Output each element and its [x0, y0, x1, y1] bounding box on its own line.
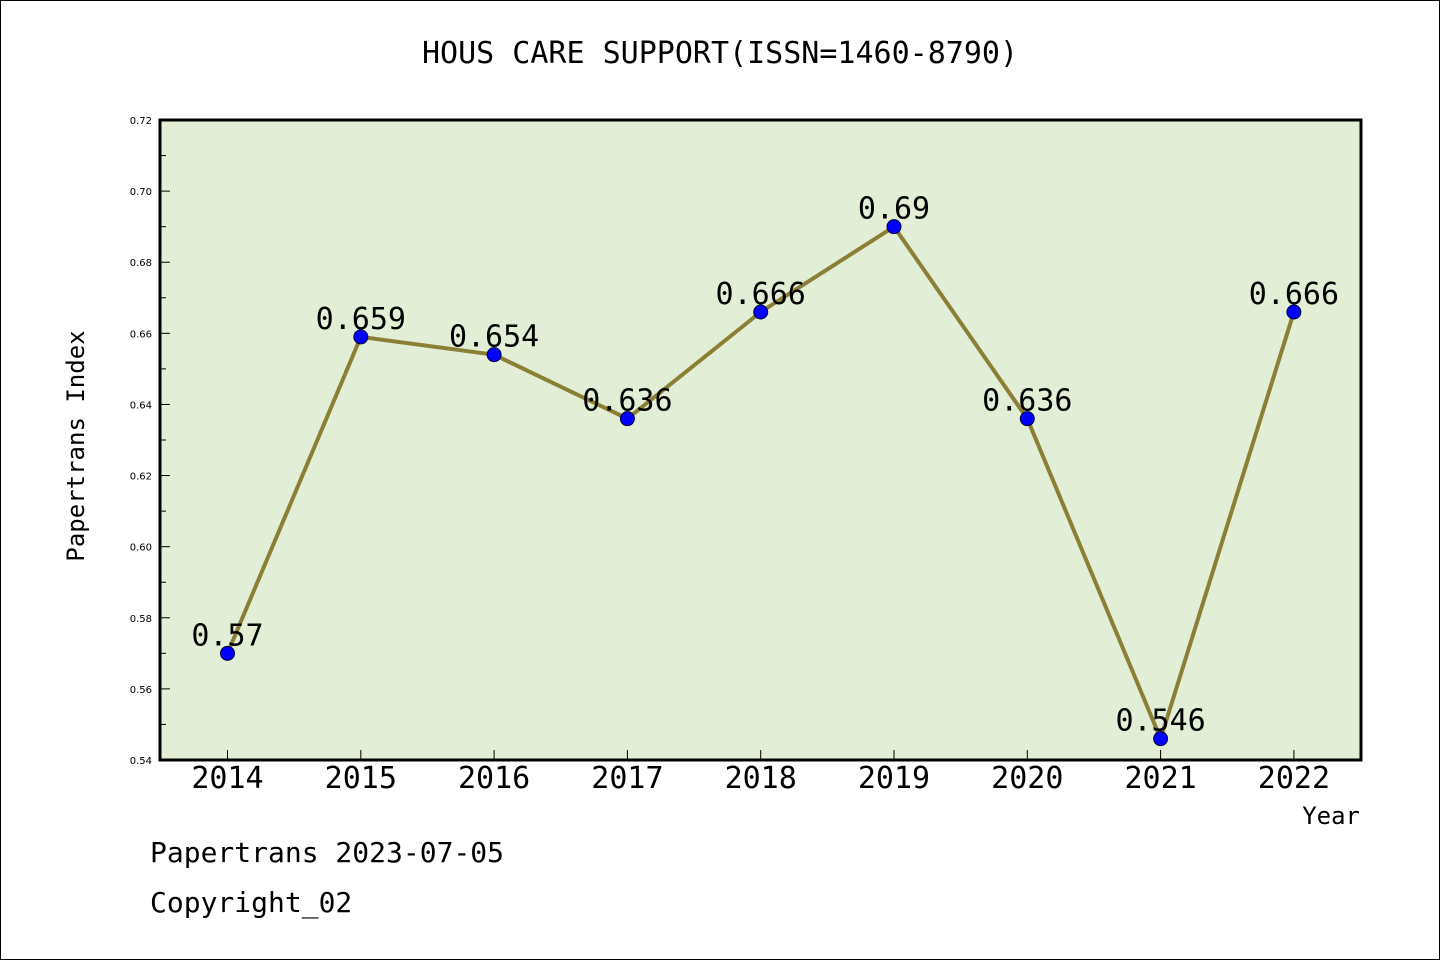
- x-axis-ticks: 2014 2015 2016 2017 2018 2019 2020 2021 2022: [191, 750, 1330, 796]
- data-point: [1286, 304, 1302, 320]
- y-tick-label: 0.58: [130, 614, 152, 625]
- y-tick-label: 0.66: [130, 329, 152, 340]
- x-tick-label: 2019: [858, 761, 930, 796]
- data-point: [486, 347, 502, 363]
- x-tick-label: 2016: [458, 761, 530, 796]
- data-label: 0.654: [449, 320, 539, 355]
- y-tick-label: 0.60: [130, 543, 152, 554]
- y-axis-label: Papertrans Index: [62, 330, 90, 562]
- x-tick-label: 2015: [325, 761, 397, 796]
- y-tick-label: 0.68: [130, 258, 152, 269]
- data-label: 0.636: [982, 384, 1072, 419]
- data-label: 0.666: [1249, 277, 1339, 312]
- x-axis-label: Year: [1302, 802, 1360, 830]
- data-point: [1019, 411, 1035, 427]
- x-tick-label: 2014: [191, 761, 263, 796]
- plot-area: [160, 120, 1361, 760]
- data-point: [1153, 731, 1169, 747]
- data-label: 0.666: [716, 277, 806, 312]
- data-point: [353, 329, 369, 345]
- footer-copyright: Copyright_02: [150, 886, 353, 919]
- x-tick-label: 2022: [1258, 761, 1330, 796]
- data-point: [753, 304, 769, 320]
- y-tick-label: 0.72: [130, 116, 152, 127]
- data-label: 0.57: [191, 618, 263, 653]
- y-tick-label: 0.62: [130, 472, 152, 483]
- data-label: 0.659: [316, 302, 406, 337]
- series-markers: [220, 219, 1302, 747]
- data-label: 0.636: [582, 384, 672, 419]
- y-tick-label: 0.54: [130, 756, 152, 767]
- x-tick-label: 2017: [591, 761, 663, 796]
- x-tick-label: 2018: [725, 761, 797, 796]
- y-tick-label: 0.70: [130, 187, 152, 198]
- footer-date: Papertrans 2023-07-05: [150, 836, 505, 869]
- data-label: 0.69: [858, 192, 930, 227]
- plot-border: [158, 118, 1363, 762]
- data-point: [619, 411, 635, 427]
- data-point: [220, 645, 235, 661]
- x-tick-label: 2020: [991, 761, 1063, 796]
- x-tick-label: 2021: [1124, 761, 1196, 796]
- data-label: 0.546: [1115, 704, 1205, 739]
- y-tick-label: 0.64: [130, 400, 152, 411]
- data-point: [886, 219, 902, 235]
- data-labels: 0.57 0.659 0.654 0.636 0.666 0.69 0.636 0.546 0.…: [191, 192, 1339, 739]
- y-tick-label: 0.56: [130, 685, 152, 696]
- chart-title: HOUS CARE SUPPORT(ISSN=1460-8790): [421, 36, 1019, 71]
